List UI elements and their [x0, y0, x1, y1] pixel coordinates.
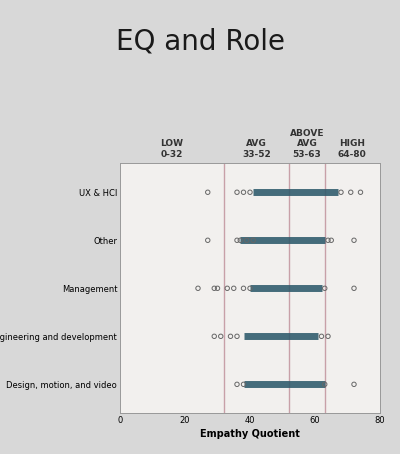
Point [357, 188, 364, 196]
Point [351, 285, 357, 292]
Point [351, 381, 357, 388]
Point [247, 285, 253, 292]
Point [214, 285, 221, 292]
Point [240, 188, 247, 196]
Point [322, 285, 328, 292]
Point [318, 333, 325, 340]
Point [224, 285, 230, 292]
Point [230, 285, 237, 292]
Text: HIGH
64-80: HIGH 64-80 [338, 139, 367, 159]
Point [218, 333, 224, 340]
Point [250, 237, 256, 244]
Point [325, 237, 331, 244]
Point [227, 333, 234, 340]
Point [247, 188, 253, 196]
Point [204, 188, 211, 196]
Point [348, 188, 354, 196]
Text: LOW
0-32: LOW 0-32 [160, 139, 184, 159]
Point [240, 381, 247, 388]
Text: AVG
33-52: AVG 33-52 [242, 139, 271, 159]
Text: ABOVE
AVG
53-63: ABOVE AVG 53-63 [290, 129, 324, 159]
Point [204, 237, 211, 244]
Point [211, 285, 218, 292]
Point [325, 333, 331, 340]
Point [237, 237, 244, 244]
Point [338, 188, 344, 196]
Point [328, 237, 334, 244]
Point [240, 285, 247, 292]
Point [234, 188, 240, 196]
Point [244, 237, 250, 244]
Point [322, 381, 328, 388]
Point [234, 333, 240, 340]
Point [234, 381, 240, 388]
Point [234, 237, 240, 244]
Text: EQ and Role: EQ and Role [116, 27, 284, 55]
Point [195, 285, 201, 292]
Point [351, 237, 357, 244]
Point [211, 333, 218, 340]
X-axis label: Empathy Quotient: Empathy Quotient [200, 429, 300, 439]
